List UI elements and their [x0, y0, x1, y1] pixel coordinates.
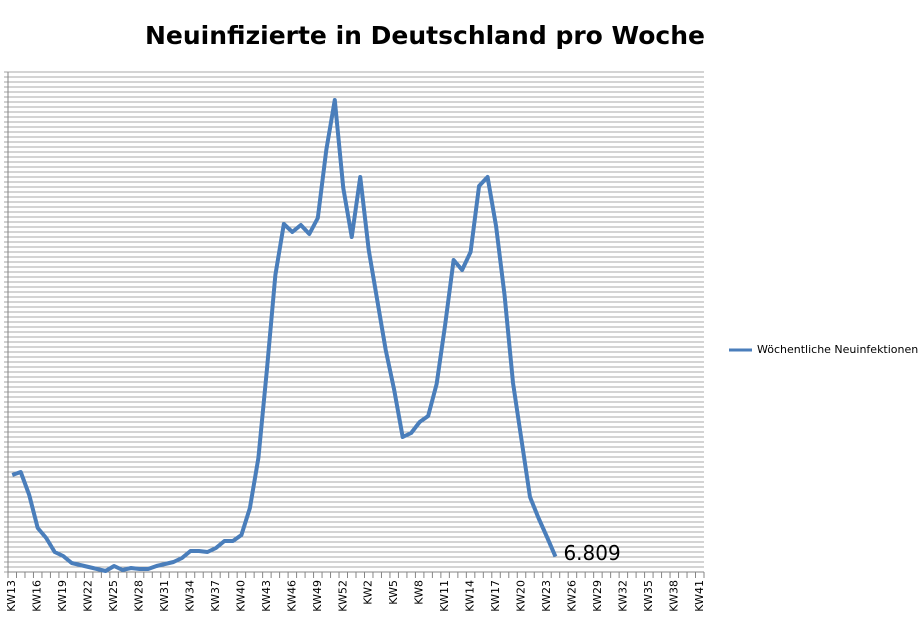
x-tick-label: KW20 — [515, 580, 528, 612]
x-tick-label: KW41 — [693, 580, 706, 612]
x-tick-label: KW37 — [209, 580, 222, 612]
x-tick-label: KW52 — [336, 580, 349, 612]
x-tick-label: KW14 — [464, 580, 477, 612]
x-tick-label: KW34 — [183, 580, 196, 612]
x-tick-label: KW22 — [82, 580, 95, 612]
x-tick-label: KW8 — [413, 580, 426, 605]
x-tick-label: KW5 — [387, 580, 400, 605]
x-tick-label: KW31 — [158, 580, 171, 612]
x-tick-label: KW43 — [260, 580, 273, 612]
x-tick-label: KW49 — [311, 580, 324, 612]
legend-label: Wöchentliche Neuinfektionen — [757, 343, 918, 356]
x-tick-label: KW19 — [56, 580, 69, 612]
data-label: 6.809 — [563, 541, 620, 565]
x-tick-label: KW38 — [667, 580, 680, 612]
x-tick-label: KW28 — [133, 580, 146, 612]
x-tick-label: KW26 — [565, 580, 578, 612]
x-tick-label: KW11 — [438, 580, 451, 612]
x-tick-label: KW13 — [5, 580, 18, 612]
x-tick-label: KW40 — [234, 580, 247, 612]
x-tick-label: KW2 — [362, 580, 375, 605]
x-tick-label: KW17 — [489, 580, 502, 612]
x-tick-label: KW16 — [31, 580, 44, 612]
data-line — [11, 98, 558, 573]
x-tick-label: KW23 — [540, 580, 553, 612]
x-tick-label: KW46 — [285, 580, 298, 612]
x-tick-label: KW35 — [642, 580, 655, 612]
x-tick-label: KW29 — [591, 580, 604, 612]
chart-title: Neuinfizierte in Deutschland pro Woche — [145, 21, 705, 50]
x-tick-label: KW25 — [107, 580, 120, 612]
x-tick-label: KW32 — [616, 580, 629, 612]
